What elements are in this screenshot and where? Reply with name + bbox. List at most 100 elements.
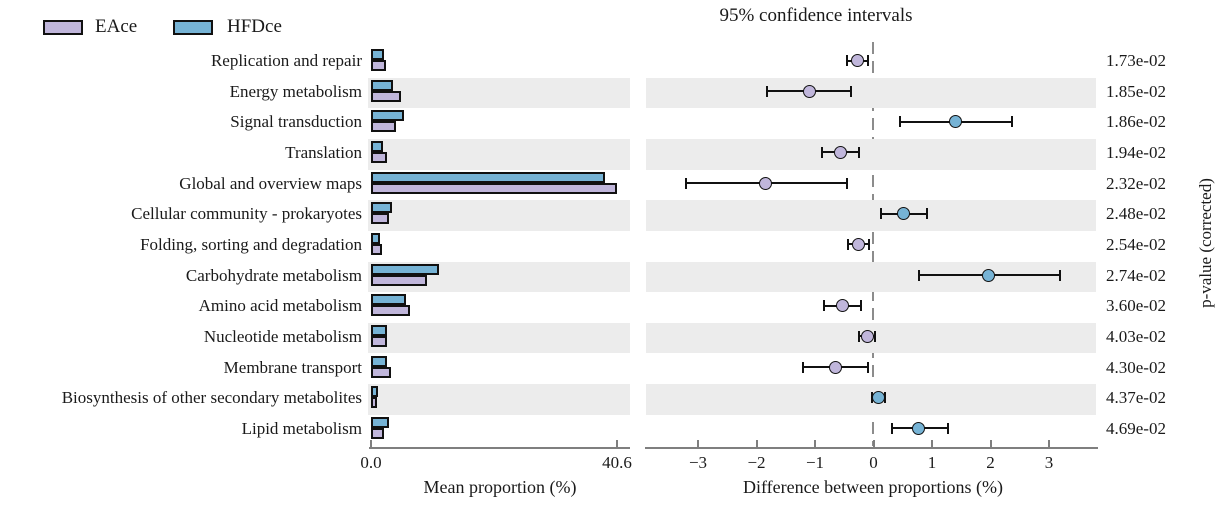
legend-swatch-hfdce xyxy=(173,20,213,35)
p-value: 1.85e-02 xyxy=(1106,81,1166,101)
row-stripe-right xyxy=(646,138,1096,170)
zero-reference-line xyxy=(872,42,874,446)
ci-cap-high xyxy=(859,300,862,312)
mean-proportion-bar-hfdce xyxy=(371,49,384,60)
mean-proportion-bar-hfdce xyxy=(371,355,387,367)
row-stripe-left xyxy=(368,384,630,415)
mean-proportion-bar-hfdce xyxy=(371,386,378,398)
ci-cap-low xyxy=(822,300,825,312)
right-axis-tick-mark xyxy=(1048,440,1050,447)
category-label: Amino acid metabolism xyxy=(198,296,362,316)
p-value: 2.54e-02 xyxy=(1106,234,1166,254)
ci-cap-low xyxy=(899,116,902,128)
mean-proportion-bar-hfdce xyxy=(371,263,439,275)
right-axis-tick-mark xyxy=(755,440,758,447)
row-stripe-right xyxy=(646,384,1096,415)
ci-cap-low xyxy=(917,269,920,281)
p-value: 2.74e-02 xyxy=(1106,265,1166,285)
ci-cap-high xyxy=(946,422,949,434)
left-axis-tick-mark xyxy=(616,440,618,447)
right-axis-tick-mark xyxy=(814,440,816,447)
ci-dot xyxy=(758,176,772,190)
ci-cap-high xyxy=(849,85,852,97)
mean-proportion-bar-hfdce xyxy=(371,324,387,336)
ci-dot xyxy=(948,115,962,129)
ci-dot xyxy=(802,84,816,98)
left-x-axis-title: Mean proportion (%) xyxy=(423,477,577,497)
p-value: 3.60e-02 xyxy=(1106,296,1166,316)
ci-dot xyxy=(860,329,874,343)
ci-dot xyxy=(828,360,842,374)
mean-proportion-bar-eace xyxy=(371,151,387,163)
category-label: Replication and repair xyxy=(210,51,362,70)
category-label: Carbohydrate metabolism xyxy=(185,265,362,285)
ci-panel-title: 95% confidence intervals xyxy=(719,5,913,26)
ci-cap-high xyxy=(1058,269,1061,281)
row-stripe-left xyxy=(368,77,630,109)
mean-proportion-bar-eace xyxy=(371,182,617,194)
right-x-axis-line xyxy=(645,447,1098,449)
mean-proportion-bar-hfdce xyxy=(371,202,392,214)
ci-cap-low xyxy=(891,422,894,434)
ci-dot xyxy=(872,391,886,405)
right-axis-tick-label: −3 xyxy=(688,453,708,472)
category-label: Cellular community - prokaryotes xyxy=(131,204,362,224)
ci-cap-high xyxy=(884,392,887,404)
mean-proportion-bar-hfdce xyxy=(371,294,406,306)
ci-cap-high xyxy=(926,208,929,220)
row-stripe-right xyxy=(646,200,1096,231)
category-label: Lipid metabolism xyxy=(241,418,362,438)
right-axis-tick-mark xyxy=(872,440,875,447)
mean-proportion-bar-eace xyxy=(371,243,382,255)
mean-proportion-bar-hfdce xyxy=(371,140,383,152)
category-label: Nucleotide metabolism xyxy=(203,326,362,346)
right-axis-tick-label: 2 xyxy=(986,453,995,472)
row-stripe-right xyxy=(646,77,1096,109)
right-axis-tick-label: 0 xyxy=(869,453,878,472)
mean-proportion-bar-eace xyxy=(371,427,384,439)
p-value: 1.73e-02 xyxy=(1106,51,1166,70)
legend-label-hfdce: HFDce xyxy=(227,16,282,37)
right-axis-tick-label: −2 xyxy=(747,453,766,472)
mean-proportion-bar-hfdce xyxy=(371,171,605,183)
ci-cap-low xyxy=(857,330,860,342)
ci-cap-high xyxy=(866,55,869,66)
ci-cap-low xyxy=(846,55,849,66)
mean-proportion-bar-eace xyxy=(371,60,386,71)
category-label: Energy metabolism xyxy=(229,81,362,101)
mean-proportion-bar-eace xyxy=(371,366,391,378)
right-axis-tick-mark xyxy=(931,440,933,447)
p-value: 4.30e-02 xyxy=(1106,357,1166,377)
row-stripe-left xyxy=(368,138,630,170)
p-value: 4.69e-02 xyxy=(1106,418,1166,438)
p-value: 1.86e-02 xyxy=(1106,112,1166,132)
ci-dot xyxy=(982,268,996,282)
ci-cap-high xyxy=(867,361,870,373)
p-value: 2.48e-02 xyxy=(1106,204,1166,224)
row-stripe-left xyxy=(368,322,630,354)
mean-proportion-bar-eace xyxy=(371,213,389,225)
left-axis-tick-label: 0.0 xyxy=(360,453,382,472)
ci-cap-high xyxy=(858,146,861,158)
category-label: Membrane transport xyxy=(223,357,362,377)
ci-dot xyxy=(896,207,910,221)
right-axis-tick-mark xyxy=(989,440,992,447)
row-stripe-left xyxy=(368,200,630,231)
legend-swatch-eace xyxy=(43,20,83,35)
ci-cap-high xyxy=(867,238,870,250)
ci-cap-high xyxy=(873,330,876,342)
category-label: Signal transduction xyxy=(230,112,362,132)
category-label: Translation xyxy=(285,142,362,162)
mean-proportion-bar-eace xyxy=(371,397,377,409)
right-axis-tick-label: 1 xyxy=(927,453,937,472)
mean-proportion-bar-eace xyxy=(371,274,427,286)
category-label: Biosynthesis of other secondary metaboli… xyxy=(61,388,362,408)
right-x-axis-title: Difference between proportions (%) xyxy=(742,477,1004,497)
p-value: 4.37e-02 xyxy=(1106,388,1166,408)
ci-dot xyxy=(835,299,849,313)
ci-cap-low xyxy=(684,177,687,189)
ci-dot xyxy=(912,421,926,435)
row-stripe-right xyxy=(646,261,1096,293)
ci-cap-low xyxy=(766,85,769,97)
ci-dot xyxy=(834,145,848,159)
